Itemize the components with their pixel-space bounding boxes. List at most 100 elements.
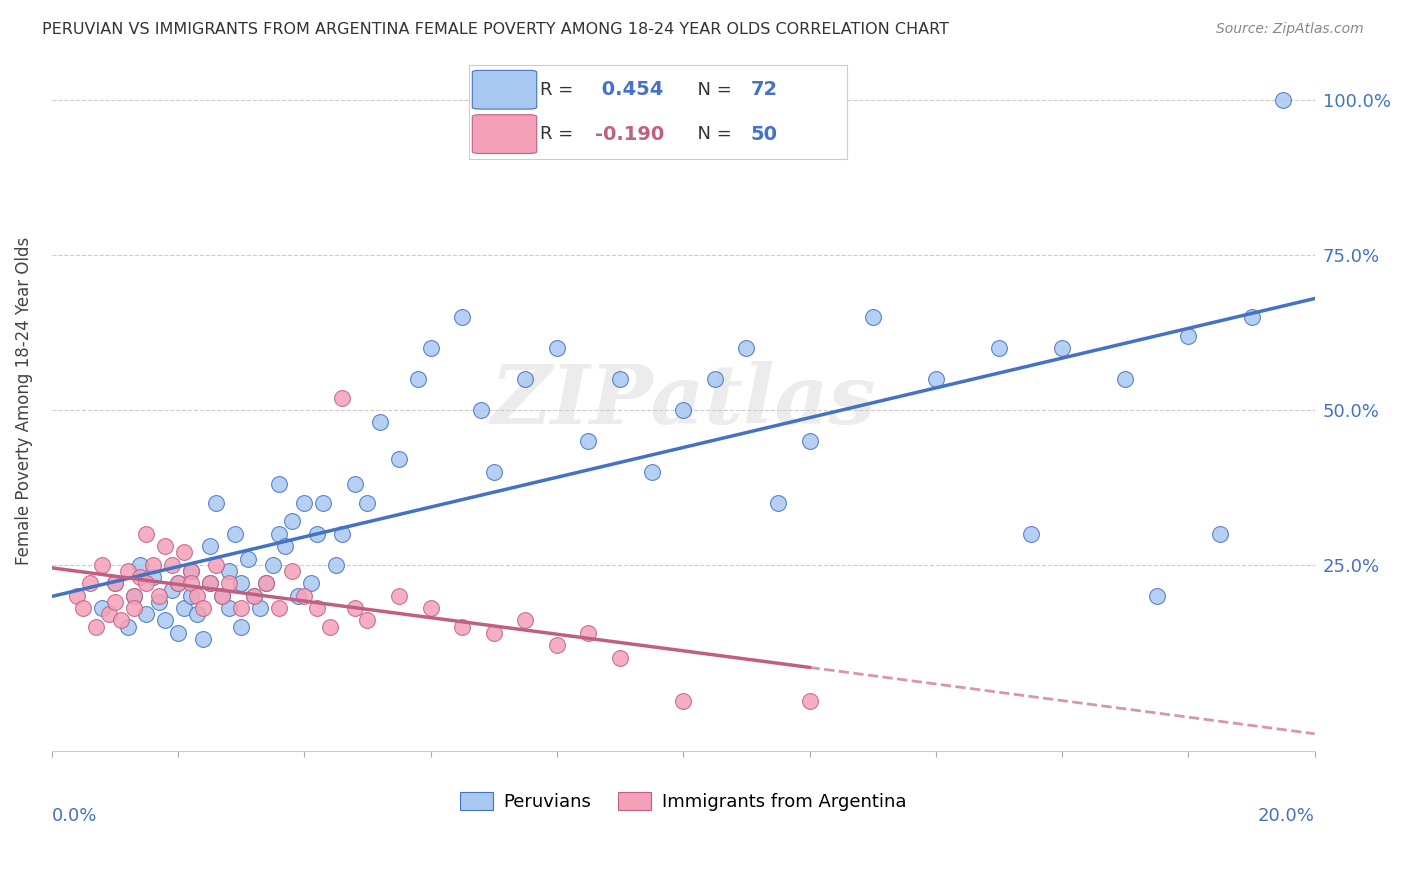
Point [160,582,183,597]
Text: 20.0%: 20.0% [1258,806,1315,824]
Point [135,576,157,591]
Point [117,620,139,634]
Point [262,558,284,572]
Point [84,620,107,634]
Point [388,452,411,467]
Point [167,625,190,640]
Point [198,576,221,591]
Point [211,589,233,603]
Point [122,589,145,603]
Point [180,589,202,603]
Point [1240,310,1263,324]
Point [1114,372,1136,386]
Point [218,564,240,578]
Point [180,564,202,578]
Point [546,341,568,355]
Point [1209,526,1232,541]
Point [66,589,89,603]
Point [546,638,568,652]
Point [267,601,290,615]
Text: ZIPatlas: ZIPatlas [491,360,876,441]
Point [343,477,366,491]
Point [249,601,271,615]
Point [312,496,335,510]
Point [703,372,725,386]
Point [256,576,278,591]
Point [110,614,132,628]
Point [135,526,157,541]
Point [104,576,127,591]
Point [280,564,302,578]
Legend: Peruvians, Immigrants from Argentina: Peruvians, Immigrants from Argentina [453,785,914,819]
Point [799,434,821,448]
Point [236,551,259,566]
Text: PERUVIAN VS IMMIGRANTS FROM ARGENTINA FEMALE POVERTY AMONG 18-24 YEAR OLDS CORRE: PERUVIAN VS IMMIGRANTS FROM ARGENTINA FE… [42,22,949,37]
Point [167,576,190,591]
Point [117,564,139,578]
Point [578,434,600,448]
Point [368,415,391,429]
Point [482,625,505,640]
Point [925,372,948,386]
Point [122,589,145,603]
Point [173,545,195,559]
Point [292,496,315,510]
Point [305,526,328,541]
Point [451,620,474,634]
Point [193,601,215,615]
Point [609,650,631,665]
Point [318,620,340,634]
Point [173,601,195,615]
Point [451,310,474,324]
Point [356,614,378,628]
Point [280,515,302,529]
Point [672,403,695,417]
Point [186,607,208,622]
Point [862,310,884,324]
Point [91,558,114,572]
Point [515,614,537,628]
Point [356,496,378,510]
Point [205,496,228,510]
Point [343,601,366,615]
Point [482,465,505,479]
Point [160,558,183,572]
Y-axis label: Female Poverty Among 18-24 Year Olds: Female Poverty Among 18-24 Year Olds [15,236,32,565]
Point [292,589,315,603]
Point [609,372,631,386]
Point [167,576,190,591]
Point [243,589,266,603]
Point [325,558,347,572]
Point [287,589,309,603]
Point [104,595,127,609]
Point [243,589,266,603]
Point [193,632,215,646]
Point [180,564,202,578]
Point [198,539,221,553]
Point [388,589,411,603]
Point [515,372,537,386]
Point [218,576,240,591]
Point [104,576,127,591]
Text: Source: ZipAtlas.com: Source: ZipAtlas.com [1216,22,1364,37]
Point [72,601,94,615]
Point [267,526,290,541]
Point [1146,589,1168,603]
Point [148,595,170,609]
Point [672,694,695,708]
Point [135,607,157,622]
Point [274,539,297,553]
Point [198,576,221,591]
Point [1019,526,1042,541]
Point [766,496,789,510]
Point [224,526,246,541]
Point [218,601,240,615]
Point [231,620,253,634]
Point [148,589,170,603]
Point [142,570,165,584]
Point [122,601,145,615]
Point [419,601,441,615]
Point [1272,93,1295,107]
Point [155,539,177,553]
Point [231,576,253,591]
